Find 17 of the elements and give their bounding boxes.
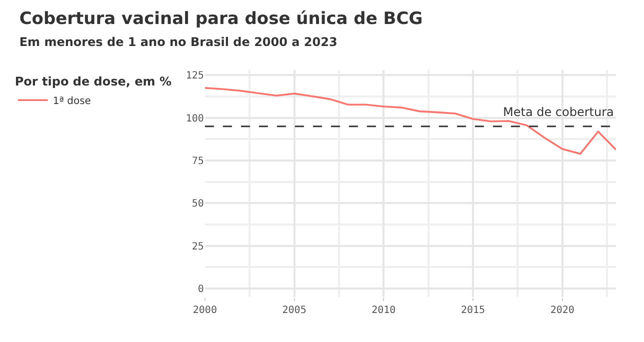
x-tick-label: 2005 [282,305,306,316]
chart-subtitle: Em menores de 1 ano no Brasil de 2000 a 2023 [19,35,338,50]
ref-line-label: Meta de cobertura [503,105,614,119]
y-tick-label: 125 [186,70,204,82]
legend-title: Por tipo de dose, em % [14,74,172,89]
y-tick-label: 100 [186,113,204,124]
x-tick-label: 2010 [372,305,396,316]
y-tick-label: 50 [192,198,204,210]
x-tick-label: 2015 [460,305,486,316]
y-tick-label: 25 [192,241,204,252]
x-tick-label: 2020 [550,305,574,316]
y-tick-label: 75 [192,156,204,167]
x-tick-label: 2000 [192,305,217,316]
y-tick-label: 0 [198,284,204,295]
line-series [204,87,616,155]
chart-title: Cobertura vacinal para dose única de BCG [19,8,423,29]
legend-label: 1ª dose [52,96,91,107]
